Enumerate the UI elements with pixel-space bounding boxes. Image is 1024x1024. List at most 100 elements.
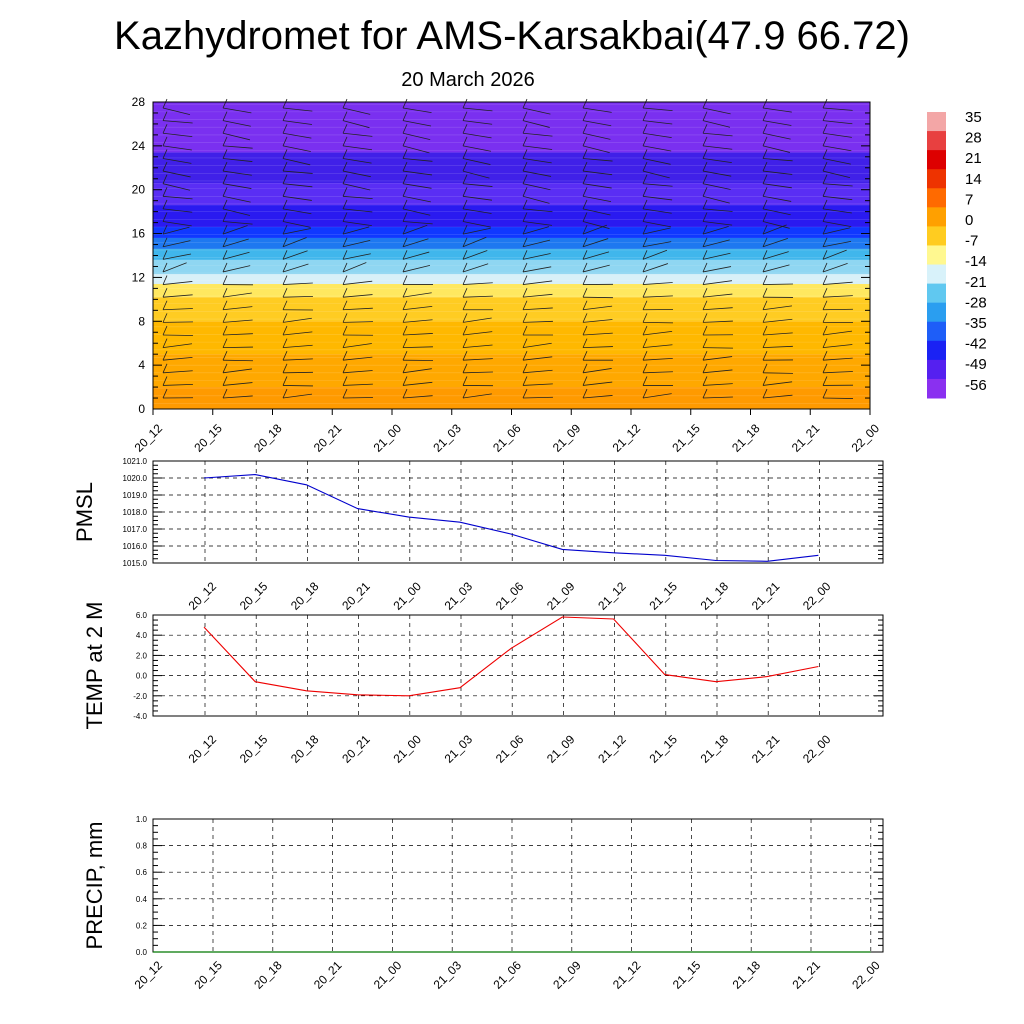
y-tick-label: 4 (138, 358, 145, 372)
wind-barb-flag (822, 250, 828, 260)
wind-barb (582, 319, 613, 323)
wind-barb-flag (522, 237, 528, 247)
wind-barb-flag (762, 313, 768, 323)
wind-barb-flag (462, 124, 468, 134)
wind-barb-flag (762, 262, 768, 273)
wind-barb-flag (462, 111, 468, 121)
wind-barb (342, 208, 373, 213)
wind-barb (162, 383, 193, 386)
wind-barb-flag (522, 199, 528, 210)
wind-barb-flag (522, 313, 528, 323)
wind-barb (522, 307, 553, 311)
y-tick-label: 20 (132, 183, 146, 197)
x-tick-label: 21_00 (371, 958, 405, 992)
x-tick-label: 21_15 (670, 958, 704, 992)
contour-band-5 (153, 274, 870, 285)
wind-barb-flag (582, 388, 588, 399)
wind-barb-flag (642, 237, 648, 247)
wind-barb-flag (642, 325, 648, 336)
contour-band-12 (153, 152, 870, 184)
wind-barb-flag (642, 224, 648, 235)
wind-barb (162, 132, 193, 138)
wind-barb (282, 120, 313, 125)
wind-barb-flag (762, 136, 768, 147)
x-tick-label: 21_21 (789, 421, 823, 455)
wind-barb-flag (222, 250, 228, 260)
wind-barb (222, 395, 253, 399)
legend-label: 28 (965, 130, 982, 147)
wind-barb-flag (822, 98, 828, 109)
wind-barb-flag (282, 136, 288, 147)
wind-barb-flag (462, 237, 468, 247)
wind-barb (522, 107, 551, 115)
wind-barb-flag (582, 376, 588, 386)
wind-barb-flag (402, 224, 408, 235)
wind-barb-flag (822, 212, 828, 222)
wind-barb (462, 250, 488, 260)
wind-barb (642, 330, 673, 336)
wind-barb-flag (162, 363, 168, 373)
wind-barb-flag (162, 338, 168, 348)
legend-label: -35 (965, 315, 987, 332)
wind-barb (342, 183, 371, 191)
wind-barb-flag (282, 262, 288, 273)
wind-barb (282, 107, 313, 112)
wind-barb-flag (402, 363, 408, 373)
wind-barb (582, 120, 612, 127)
wind-barb-flag (522, 262, 528, 273)
wind-barb (222, 346, 253, 348)
wind-barb (642, 371, 673, 374)
wind-barb-flag (162, 300, 168, 310)
wind-barb-flag (762, 124, 768, 134)
x-tick-label: 21_06 (490, 421, 524, 455)
wind-barb (762, 251, 789, 260)
wind-barb-flag (582, 338, 588, 348)
x-tick-label: 21_03 (442, 579, 476, 613)
x-tick-label: 20_15 (191, 421, 225, 455)
wind-barb-flag (222, 124, 228, 134)
wind-barb (702, 132, 733, 137)
wind-barb-flag (282, 111, 288, 121)
contour-band-0 (153, 387, 870, 409)
wind-barb-flag (822, 174, 828, 184)
wind-barb (342, 321, 373, 323)
wind-barb (702, 145, 733, 150)
wind-barb (642, 321, 673, 324)
wind-barb (342, 158, 372, 164)
wind-barb (582, 183, 612, 189)
wind-barb (162, 158, 192, 164)
wind-barb (222, 333, 253, 336)
wind-barb-flag (342, 338, 348, 348)
wind-barb-flag (462, 161, 468, 172)
wind-barb-flag (222, 376, 228, 386)
x-tick-label: 21_18 (698, 579, 732, 613)
wind-barb-flag (162, 161, 168, 172)
wind-barb-flag (642, 212, 648, 222)
wind-barb-flag (702, 351, 708, 361)
legend-swatch (927, 302, 946, 323)
wind-barb-flag (462, 363, 468, 373)
wind-barb-flag (462, 174, 468, 184)
wind-barb-flag (582, 136, 588, 147)
wind-barb (702, 280, 733, 285)
y-tick-label: 0.4 (136, 895, 148, 904)
wind-barb-flag (822, 136, 828, 147)
wind-barb (822, 208, 852, 214)
x-tick-label: 21_09 (544, 579, 578, 613)
x-tick-label: 21_06 (493, 732, 527, 766)
wind-barb (702, 266, 732, 273)
wind-barb-flag (282, 224, 288, 235)
wind-barb-flag (762, 174, 768, 184)
wind-barb-flag (342, 224, 348, 235)
wind-barb (162, 107, 191, 115)
wind-barb-flag (762, 149, 768, 159)
wind-barb (162, 262, 187, 273)
wind-barb (462, 393, 492, 399)
wind-barb (222, 145, 253, 149)
x-tick-label: 20_21 (339, 732, 373, 766)
wind-barb-flag (222, 187, 228, 197)
wind-barb (522, 239, 551, 248)
wind-barb (762, 107, 792, 113)
y-tick-label: 0.0 (136, 948, 148, 957)
wind-barb (762, 170, 793, 175)
